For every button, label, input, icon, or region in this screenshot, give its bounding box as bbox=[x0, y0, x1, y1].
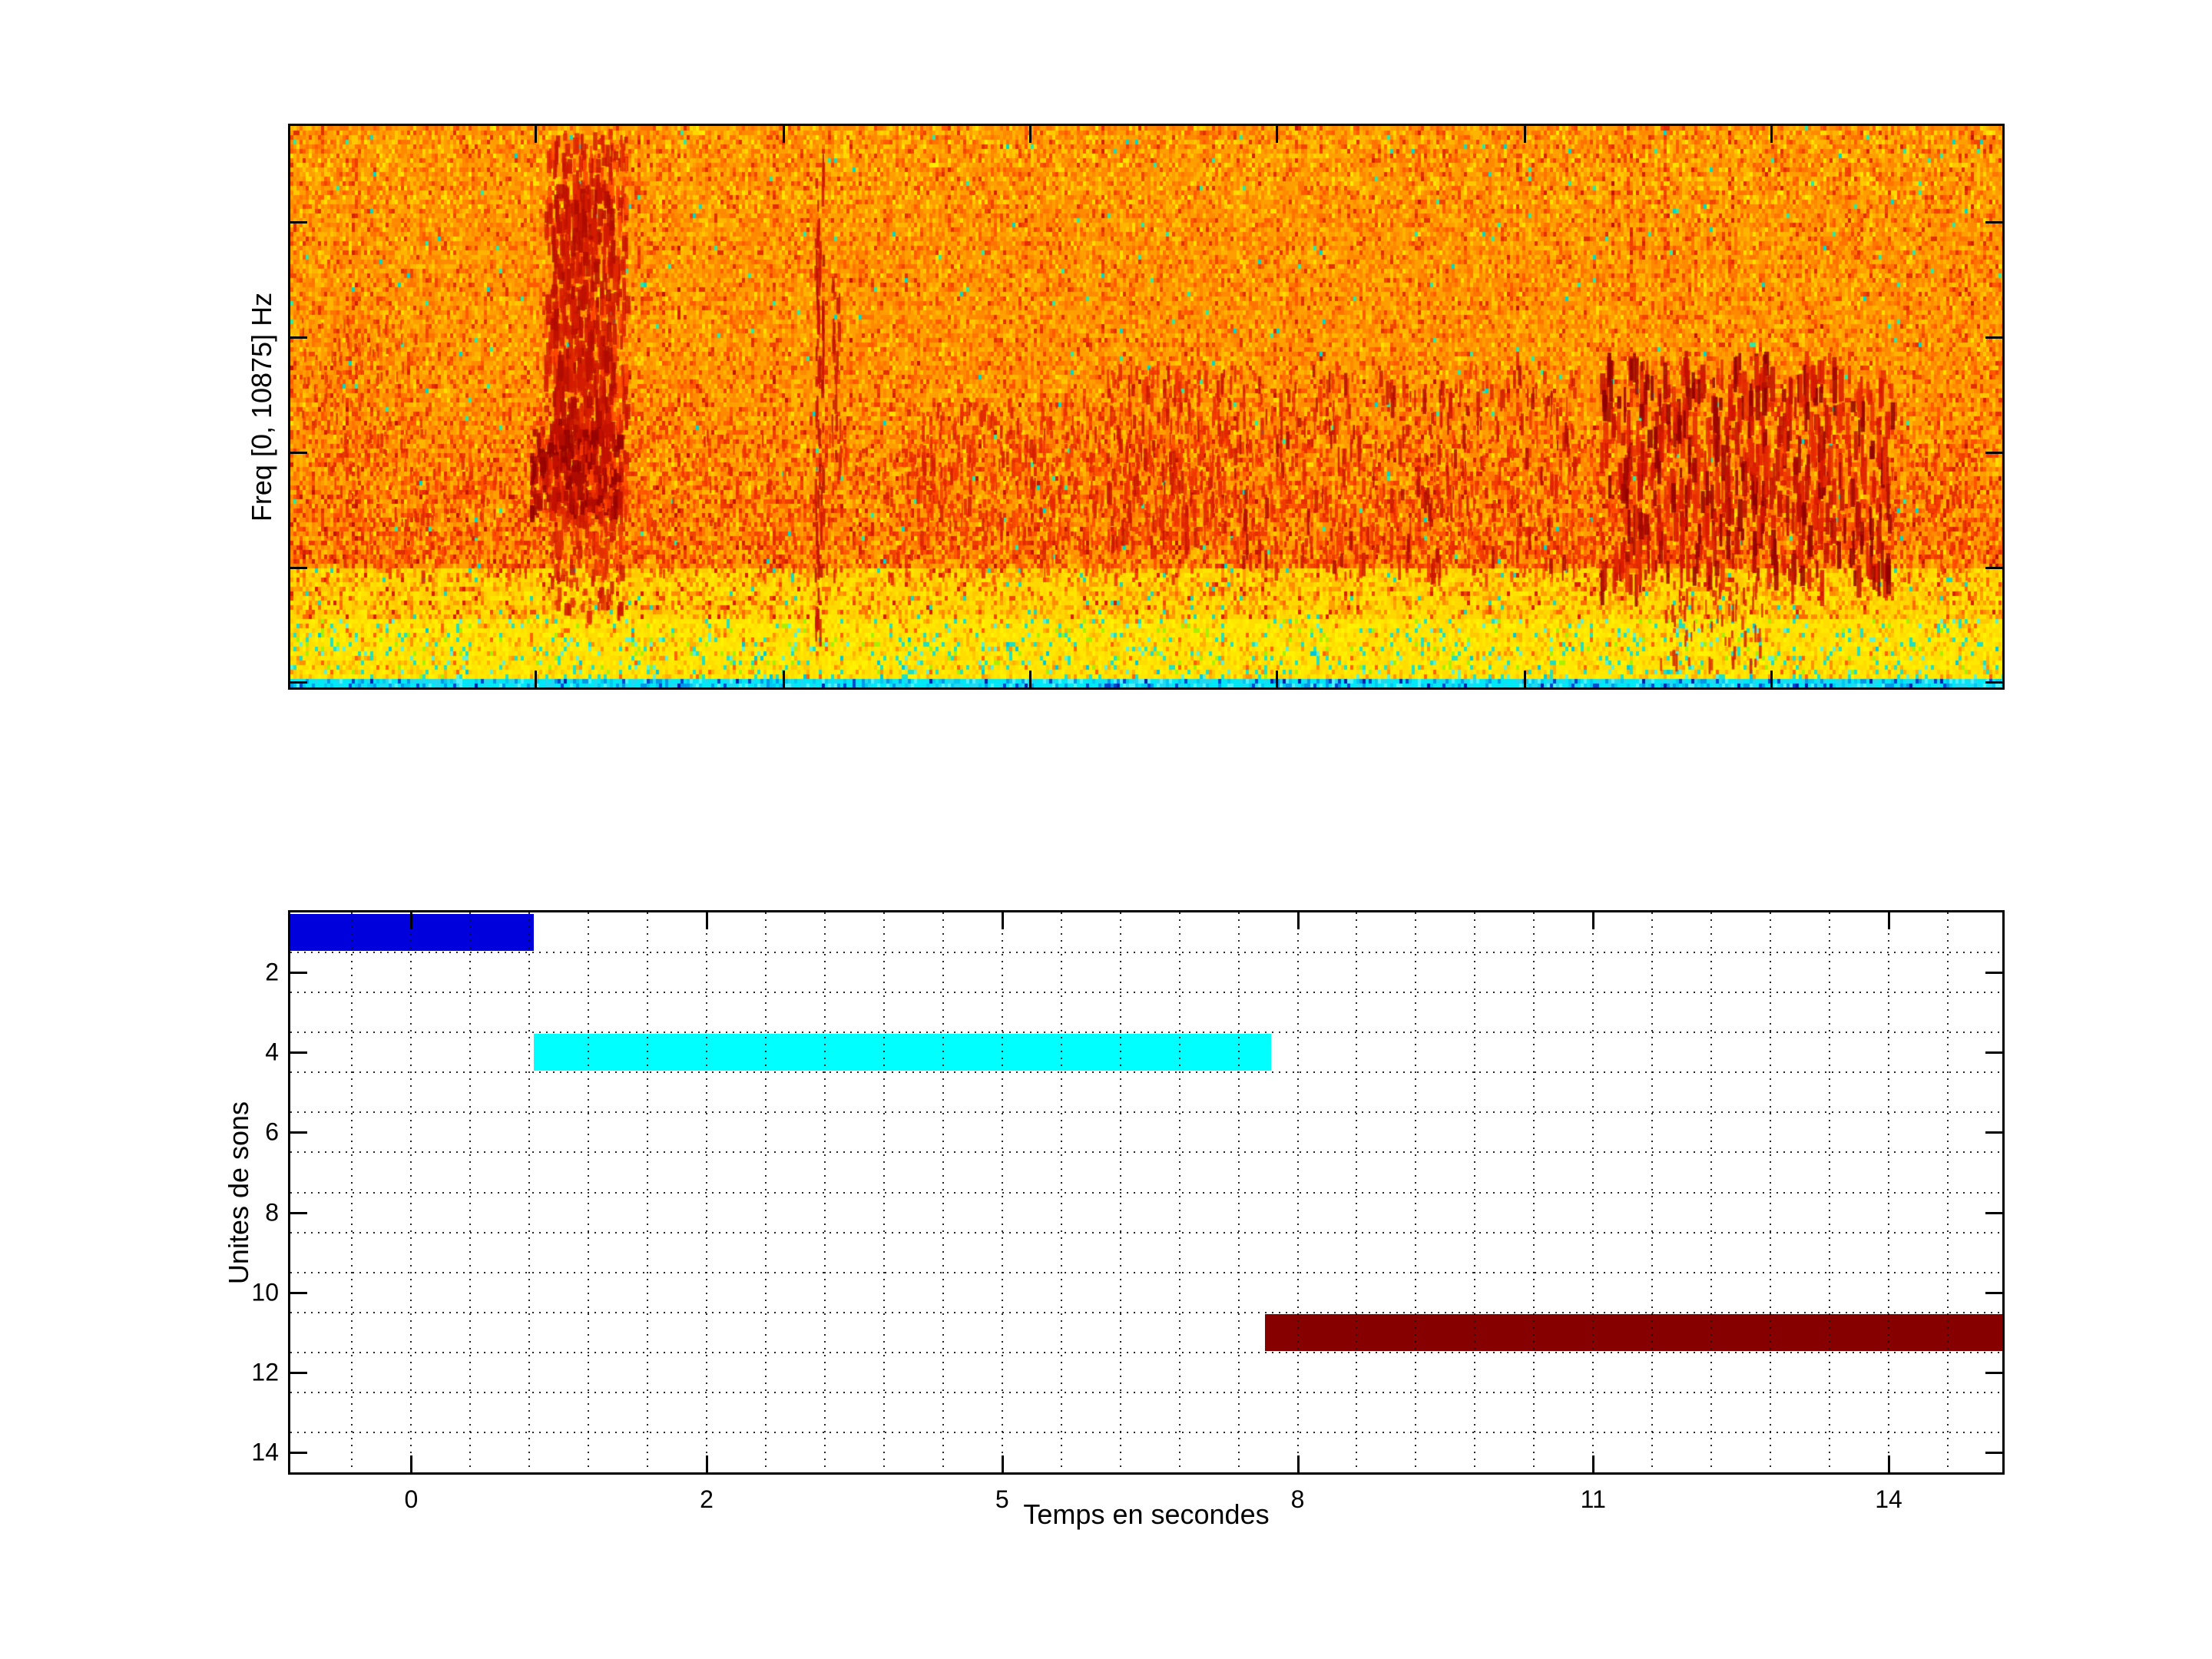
bar-unit-11 bbox=[1265, 1313, 2002, 1351]
units-plot-ytick bbox=[290, 1211, 307, 1214]
top-plot-xtick bbox=[1028, 126, 1031, 143]
y-tick-label: 4 bbox=[265, 1038, 279, 1066]
spectrogram-ylabel: Freq [0, 10875] Hz bbox=[246, 292, 277, 522]
bar-unit-4 bbox=[534, 1034, 1271, 1071]
units-plot-ytick bbox=[1985, 1051, 2002, 1055]
units-plot-ytick bbox=[290, 1051, 307, 1055]
top-plot-ytick bbox=[1985, 566, 2002, 569]
top-plot-xtick bbox=[782, 126, 785, 143]
x-tick-label: 5 bbox=[995, 1485, 1009, 1513]
y-grid-line bbox=[290, 1071, 2002, 1074]
units-plot-ytick bbox=[290, 1371, 307, 1374]
y-grid-line bbox=[290, 952, 2002, 954]
top-plot-ytick bbox=[290, 221, 307, 224]
top-plot-ytick bbox=[1985, 681, 2002, 684]
top-plot-ytick bbox=[1985, 451, 2002, 454]
units-plot-xtick bbox=[1887, 912, 1890, 929]
y-tick-label: 14 bbox=[251, 1438, 279, 1466]
x-tick-label: 14 bbox=[1875, 1485, 1902, 1513]
top-plot-xtick bbox=[1275, 671, 1278, 687]
units-plot-xtick bbox=[410, 1455, 413, 1472]
y-tick-label: 8 bbox=[265, 1198, 279, 1227]
y-grid-line bbox=[290, 992, 2002, 994]
time-xlabel: Temps en secondes bbox=[1023, 1498, 1270, 1530]
y-grid-line bbox=[290, 1031, 2002, 1034]
units-plot-ytick bbox=[290, 972, 307, 975]
units-plot-xtick bbox=[410, 912, 413, 929]
units-plot bbox=[288, 910, 2005, 1475]
x-tick-label: 0 bbox=[404, 1485, 419, 1513]
units-bars bbox=[290, 912, 2002, 1472]
top-plot-xtick bbox=[534, 671, 537, 687]
top-plot-xtick bbox=[534, 126, 537, 143]
y-grid-line bbox=[290, 1151, 2002, 1154]
y-grid-line bbox=[290, 1391, 2002, 1393]
top-plot-xtick bbox=[1028, 671, 1031, 687]
units-ticks bbox=[290, 912, 2002, 1472]
units-grid bbox=[290, 912, 2002, 1472]
units-plot-xtick bbox=[1296, 1455, 1300, 1472]
top-plot-xtick bbox=[782, 671, 785, 687]
top-plot-xtick bbox=[1275, 126, 1278, 143]
spectrogram-ticks bbox=[290, 126, 2002, 687]
y-tick-label: 6 bbox=[265, 1118, 279, 1146]
top-plot-xtick bbox=[1524, 671, 1527, 687]
units-plot-xtick bbox=[1887, 1455, 1890, 1472]
units-plot-xtick bbox=[1001, 912, 1004, 929]
top-plot-xtick bbox=[1770, 126, 1773, 143]
spectrogram-image bbox=[290, 126, 2002, 687]
y-grid-line bbox=[290, 1431, 2002, 1433]
y-grid-line bbox=[290, 1191, 2002, 1194]
y-grid-line bbox=[290, 1231, 2002, 1233]
top-plot-ytick bbox=[290, 451, 307, 454]
top-plot-ytick bbox=[290, 566, 307, 569]
y-grid-line bbox=[290, 1111, 2002, 1114]
y-tick-label: 2 bbox=[265, 958, 279, 986]
units-plot-ytick bbox=[290, 1291, 307, 1294]
y-grid-line bbox=[290, 1351, 2002, 1353]
units-plot-ytick bbox=[1985, 1291, 2002, 1294]
y-tick-label: 10 bbox=[251, 1278, 279, 1306]
top-plot-ytick bbox=[1985, 221, 2002, 224]
x-tick-label: 2 bbox=[700, 1485, 714, 1513]
top-plot-ytick bbox=[1985, 336, 2002, 339]
units-plot-xtick bbox=[706, 1455, 709, 1472]
units-plot-ytick bbox=[1985, 1371, 2002, 1374]
x-tick-label: 8 bbox=[1290, 1485, 1305, 1513]
units-plot-ytick bbox=[290, 1131, 307, 1134]
units-plot-xtick bbox=[1592, 1455, 1595, 1472]
units-plot-xtick bbox=[1592, 912, 1595, 929]
y-grid-line bbox=[290, 1271, 2002, 1273]
top-plot-ytick bbox=[290, 681, 307, 684]
x-tick-label: 11 bbox=[1580, 1485, 1606, 1513]
y-grid-line bbox=[290, 1311, 2002, 1313]
units-plot-ytick bbox=[1985, 1131, 2002, 1134]
units-plot-ytick bbox=[290, 1451, 307, 1454]
units-plot-ytick bbox=[1985, 1451, 2002, 1454]
units-plot-ytick bbox=[1985, 1211, 2002, 1214]
y-tick-label: 12 bbox=[251, 1358, 279, 1386]
top-plot-xtick bbox=[1770, 671, 1773, 687]
units-plot-xtick bbox=[1296, 912, 1300, 929]
units-plot-xtick bbox=[1001, 1455, 1004, 1472]
units-plot-ytick bbox=[1985, 972, 2002, 975]
units-ylabel: Unites de sons bbox=[223, 1101, 254, 1284]
top-plot-xtick bbox=[1524, 126, 1527, 143]
units-plot-xtick bbox=[706, 912, 709, 929]
spectrogram-plot bbox=[288, 124, 2005, 690]
top-plot-ytick bbox=[290, 336, 307, 339]
